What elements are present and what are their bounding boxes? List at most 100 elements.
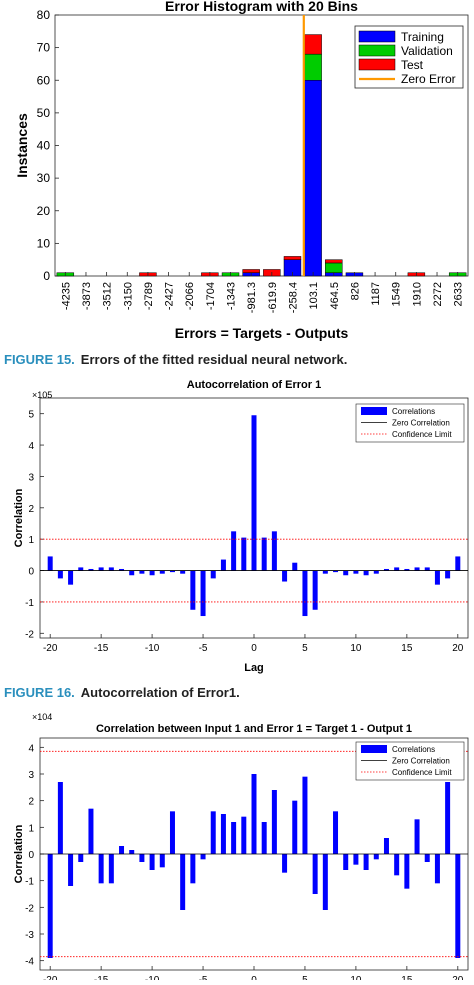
correlation-bar [363, 570, 369, 576]
legend-swatch-correlations [361, 407, 387, 415]
correlation-bar [302, 776, 308, 854]
correlation-bar [108, 854, 114, 884]
correlation-bar [129, 570, 135, 576]
histogram-bar-test [283, 256, 302, 260]
legend-swatch-correlations [361, 745, 387, 753]
histogram-bar-test [325, 259, 343, 264]
correlation-bar [343, 570, 349, 576]
x-tick-label: 2633 [453, 282, 465, 306]
x-tick-label: 0 [251, 975, 257, 980]
x-tick-label: 826 [349, 282, 361, 300]
correlation-bar [434, 854, 440, 884]
correlation-bar [57, 570, 63, 579]
x-tick-label: -3150 [122, 282, 134, 310]
x-tick-label: -619.9 [267, 282, 279, 313]
correlation-bar [159, 570, 165, 574]
scale-label: ×104 [32, 712, 52, 722]
scale-label: ×105 [32, 390, 52, 400]
y-tick-label: 20 [37, 204, 51, 218]
chart-title: Error Histogram with 20 Bins [165, 0, 358, 14]
y-tick-label: 4 [28, 743, 34, 754]
x-tick-label: -5 [199, 643, 208, 654]
correlation-bar [149, 854, 155, 870]
correlation-bar [119, 846, 125, 854]
y-axis-label: Correlation [13, 824, 25, 883]
figure-15-text: Errors of the fitted residual neural net… [80, 352, 348, 367]
correlation-bar [190, 570, 196, 610]
correlation-bar [353, 854, 359, 865]
y-tick-label: 0 [43, 269, 50, 283]
correlation-bar [139, 854, 145, 862]
correlation-bar [180, 570, 186, 574]
figure-15-label: FIGURE 15. [4, 352, 75, 367]
legend-label-confidence-limit: Confidence Limit [392, 768, 452, 777]
legend-swatch-test [358, 58, 396, 71]
correlation-bar [322, 570, 328, 574]
x-tick-label: -2789 [143, 282, 155, 310]
correlation-bar [404, 568, 410, 571]
legend-label-correlations: Correlations [392, 407, 435, 416]
correlation-bar [322, 854, 328, 910]
x-tick-label: 15 [401, 643, 413, 654]
y-tick-label: 40 [37, 139, 51, 153]
correlation-bar [302, 570, 308, 617]
correlation-bar [220, 814, 226, 854]
correlation-bar [98, 854, 104, 884]
correlation-bar [88, 568, 94, 571]
legend-label-zero-error: Zero Error [401, 72, 456, 86]
correlation-bar [169, 570, 175, 573]
y-tick-label: -2 [25, 903, 34, 914]
legend-label-validation: Validation [401, 44, 453, 58]
y-tick-label: 0 [28, 850, 34, 861]
figure-16-label: FIGURE 16. [4, 685, 75, 700]
x-tick-label: 0 [251, 643, 257, 654]
correlation-bar [343, 854, 349, 870]
legend-label-zero-correlation: Zero Correlation [392, 757, 450, 766]
correlation-bar [190, 854, 196, 884]
crosscorrelation-chart: Correlation between Input 1 and Error 1 … [13, 712, 469, 985]
correlation-bar [78, 567, 84, 571]
correlation-bar [282, 570, 288, 582]
x-tick-label: -20 [43, 643, 58, 654]
x-tick-label: -2427 [164, 282, 176, 310]
x-tick-label: -1704 [205, 282, 217, 310]
y-tick-label: -2 [25, 629, 34, 640]
legend-label-test: Test [401, 58, 424, 72]
correlation-bar [333, 570, 339, 573]
correlation-bar [68, 570, 74, 585]
correlation-bar [129, 850, 135, 854]
correlation-bar [180, 854, 186, 910]
correlation-bar [169, 811, 175, 854]
x-axis-label: Errors = Targets - Outputs [175, 325, 349, 341]
x-tick-label: -4235 [60, 282, 72, 310]
x-tick-label: -2066 [184, 282, 196, 310]
figure-15-caption: FIGURE 15. Errors of the fitted residual … [4, 352, 347, 367]
figure-16-text: Autocorrelation of Error1. [80, 685, 240, 700]
y-tick-label: -4 [25, 957, 34, 968]
correlation-bar [414, 567, 420, 571]
y-tick-label: -1 [25, 877, 34, 888]
histogram-bar-validation [325, 262, 343, 273]
correlation-bar [47, 854, 53, 958]
correlation-bar [282, 854, 288, 873]
histogram-bar-training [304, 80, 322, 277]
correlation-bar [231, 531, 237, 571]
correlation-bar [394, 567, 400, 571]
error-histogram-chart: Error Histogram with 20 Bins 0 10 20 30 40 50 6… [14, 0, 469, 341]
correlation-bar [312, 570, 318, 610]
correlation-bar [251, 774, 257, 854]
x-tick-label: 464.5 [329, 282, 341, 310]
x-tick-label: -5 [199, 975, 208, 980]
x-tick-label: -981.3 [246, 282, 258, 313]
correlation-bar [424, 854, 430, 862]
correlation-bar [414, 819, 420, 854]
x-tick-label: -1343 [226, 282, 238, 310]
legend-label-training: Training [401, 30, 444, 44]
y-tick-label: 2 [28, 504, 34, 515]
legend-swatch-validation [358, 44, 396, 57]
legend-label-confidence-limit: Confidence Limit [392, 430, 452, 439]
x-tick-label: -258.4 [287, 282, 299, 313]
y-tick-label: 10 [37, 236, 51, 250]
correlation-bar [271, 531, 277, 571]
correlation-bar [455, 854, 461, 958]
